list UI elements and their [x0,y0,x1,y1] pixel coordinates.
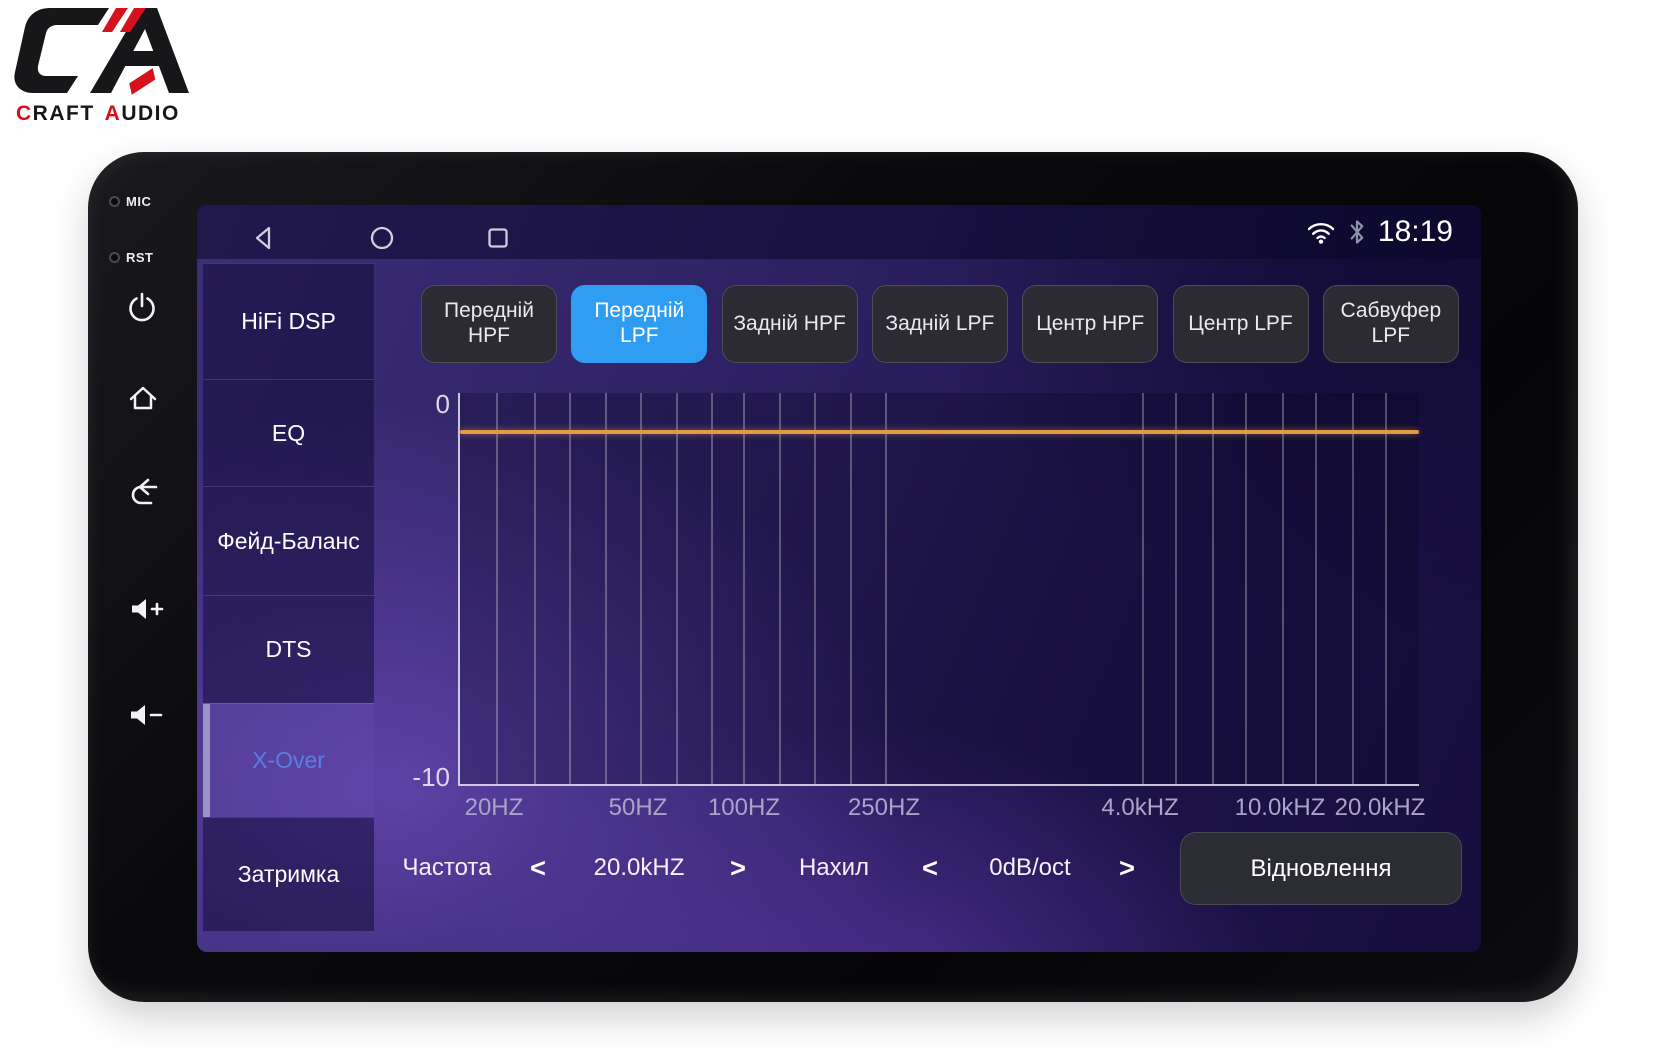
back-arrow-icon [131,478,158,505]
frequency-increase-button[interactable]: > [730,853,746,883]
xtick-label: 4.0kHZ [1101,794,1179,821]
status-bar: 18:19 [197,205,1481,259]
slope-label: Нахил [798,854,870,881]
sidebar-item-dts[interactable]: DTS [203,595,374,703]
sidebar-item-fade-balance[interactable]: Фейд-Баланс [203,486,374,595]
gridline [1314,393,1317,784]
dsp-sidebar: HiFi DSP EQ Фейд-Баланс DTS X-Over Затримка [203,259,374,952]
bluetooth-icon [1350,220,1364,244]
chart-plot [458,393,1419,786]
nav-recents-icon [488,228,508,248]
gridline [1245,393,1248,784]
slope-decrease-button[interactable]: < [922,853,938,883]
rst-label: RST [126,250,154,265]
gridline [778,393,781,784]
power-button[interactable] [126,291,158,323]
clock: 18:19 [1377,215,1453,248]
slope-value: 0dB/oct [989,854,1071,881]
rst-hole[interactable]: RST [109,250,154,265]
frequency-decrease-button[interactable]: < [530,853,546,883]
xtick-label: 100HZ [707,794,780,821]
gridline [1212,393,1215,784]
wordmark-c: C [16,102,33,125]
tab-center-lpf[interactable]: Центр LPF [1172,285,1309,363]
back-hard-button[interactable] [127,477,161,507]
craft-audio-monogram-icon [14,8,189,95]
nav-back-icon [255,226,271,250]
ytick-label: 0 [435,389,450,419]
slope-increase-button[interactable]: > [1119,853,1135,883]
wordmark-raft: RAFT [32,102,95,125]
gridline [569,393,572,784]
craft-audio-wordmark: CRAFT AUDIO [16,102,212,126]
xtick-label: 20.0kHZ [1334,794,1426,821]
gridline [1351,393,1354,784]
tab-front-hpf[interactable]: Передній HPF [421,285,557,363]
volume-down-icon [131,705,163,725]
wifi-icon [1307,223,1335,244]
volume-up-button[interactable] [128,596,166,622]
gridline [640,393,642,784]
power-icon [129,292,155,322]
frequency-value: 20.0kHZ [593,854,685,881]
gridline [495,393,498,784]
restore-button[interactable]: Відновлення [1180,832,1462,905]
sidebar-item-x-over[interactable]: X-Over [203,703,374,817]
volume-down-button[interactable] [127,702,165,728]
home-icon [129,386,157,410]
gridline [885,393,888,784]
tab-subwoofer-lpf[interactable]: Сабвуфер LPF [1322,285,1459,363]
ytick-label: -10 [412,762,450,792]
nav-back-button[interactable] [249,223,279,253]
sidebar-item-eq[interactable]: EQ [203,379,374,486]
xtick-label: 50HZ [608,794,668,821]
wordmark-a: A [104,102,122,125]
nav-home-button[interactable] [367,223,397,253]
nav-home-circle-icon [370,226,394,250]
wordmark-udio: UDIO [121,102,180,125]
tab-rear-hpf[interactable]: Задній HPF [721,285,858,363]
gridline [813,393,816,784]
home-hard-button[interactable] [127,382,159,414]
frequency-label: Частота [402,854,492,881]
tab-center-hpf[interactable]: Центр HPF [1022,285,1159,363]
tab-rear-lpf[interactable]: Задній LPF [871,285,1008,363]
gridline [710,393,713,784]
gridline [1384,393,1387,784]
touchscreen-display: 18:19 HiFi DSP EQ Фейд-Баланс DTS X-Over Затр… [197,205,1481,952]
gridline [675,393,678,784]
mic-hole: MIC [109,194,151,209]
gridline [1142,393,1145,784]
xtick-label: 20HZ [464,794,524,821]
craft-audio-logo: CRAFT AUDIO [12,6,212,136]
rst-hole-icon [109,252,120,263]
gridline [1175,393,1178,784]
gridline [743,393,745,784]
mic-hole-icon [109,196,120,207]
gridline [534,393,537,784]
gridline [1281,393,1284,784]
gridline [850,393,853,784]
nav-recents-button[interactable] [483,223,513,253]
gridline [605,393,607,784]
sidebar-item-delay[interactable]: Затримка [203,817,374,931]
volume-up-icon [132,599,164,619]
xtick-label: 250HZ [847,794,921,821]
xtick-label: 10.0kHZ [1234,794,1326,821]
tab-front-lpf[interactable]: Передній LPF [571,285,708,363]
mic-label: MIC [126,194,152,209]
crossover-response-line [460,430,1419,435]
sidebar-item-hifi-dsp[interactable]: HiFi DSP [203,263,374,379]
